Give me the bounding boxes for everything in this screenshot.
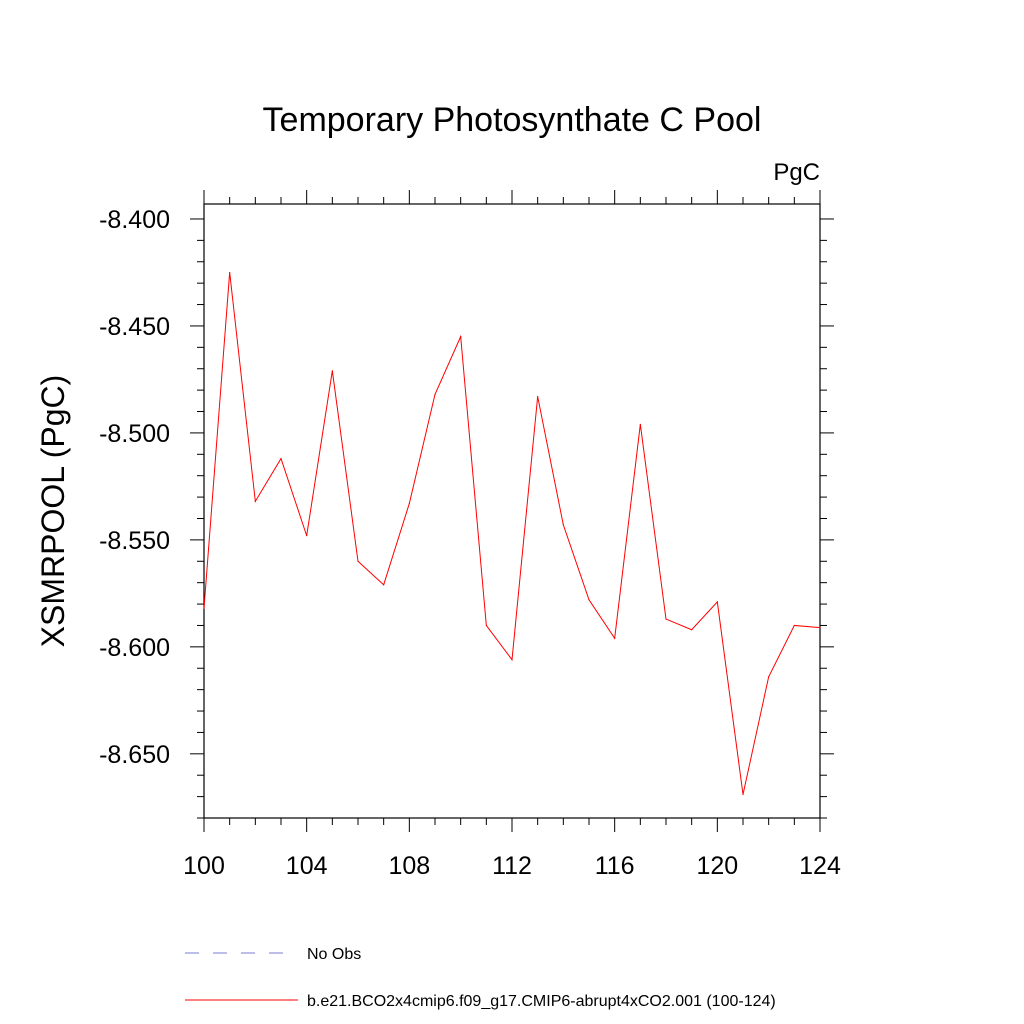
data-point <box>203 607 205 609</box>
y-axis-label: XSMRPOOL (PgC) <box>35 375 71 648</box>
data-point <box>768 676 770 678</box>
x-tick-label: 120 <box>696 852 738 880</box>
x-tick-label: 116 <box>595 852 635 880</box>
series-line <box>203 272 821 795</box>
data-point <box>254 500 256 502</box>
series-layer <box>203 271 821 796</box>
data-point <box>614 637 616 639</box>
y-tick-label: -8.500 <box>99 420 170 448</box>
y-tick-label: -8.650 <box>99 741 170 769</box>
data-point <box>408 502 410 505</box>
x-tick-label: 104 <box>286 852 328 880</box>
y-tick-label: -8.450 <box>99 313 170 341</box>
data-point <box>383 584 385 586</box>
legend-label-no-obs: No Obs <box>307 946 361 963</box>
data-point <box>562 524 564 526</box>
axis-ticks <box>190 190 834 832</box>
data-point <box>280 457 282 460</box>
y-tick-label: -8.550 <box>99 527 170 555</box>
data-point <box>434 393 436 396</box>
x-tick-label: 100 <box>183 852 225 880</box>
x-tick-labels: 100 104 108 112 116 120 124 <box>183 852 841 880</box>
data-point <box>716 601 718 603</box>
y-tick-label: -8.400 <box>99 206 170 234</box>
data-point <box>742 793 744 796</box>
data-point <box>537 395 539 398</box>
x-tick-label: 108 <box>388 852 430 880</box>
data-point <box>331 370 333 372</box>
data-point <box>306 535 308 537</box>
x-tick-label: 112 <box>492 852 532 880</box>
legend: No Obs b.e21.BCO2x4cmip6.f09_g17.CMIP6-a… <box>185 946 776 1010</box>
units-label: PgC <box>773 159 820 186</box>
data-point <box>819 626 821 629</box>
data-point <box>485 624 487 627</box>
data-point <box>511 659 513 661</box>
data-point <box>460 336 462 338</box>
data-point <box>665 618 667 620</box>
y-tick-label: -8.600 <box>99 634 170 662</box>
plot-frame <box>203 203 821 819</box>
data-point <box>691 629 693 631</box>
data-point <box>229 271 231 274</box>
data-point <box>357 560 359 562</box>
x-tick-label: 124 <box>799 852 841 880</box>
legend-label-series: b.e21.BCO2x4cmip6.f09_g17.CMIP6-abrupt4x… <box>307 993 776 1010</box>
y-tick-labels: -8.400 -8.450 -8.500 -8.550 -8.600 -8.650 <box>99 206 170 769</box>
chart-title: Temporary Photosynthate C Pool <box>263 101 762 139</box>
data-point <box>793 624 795 627</box>
data-point <box>588 599 590 601</box>
data-point <box>639 423 641 425</box>
